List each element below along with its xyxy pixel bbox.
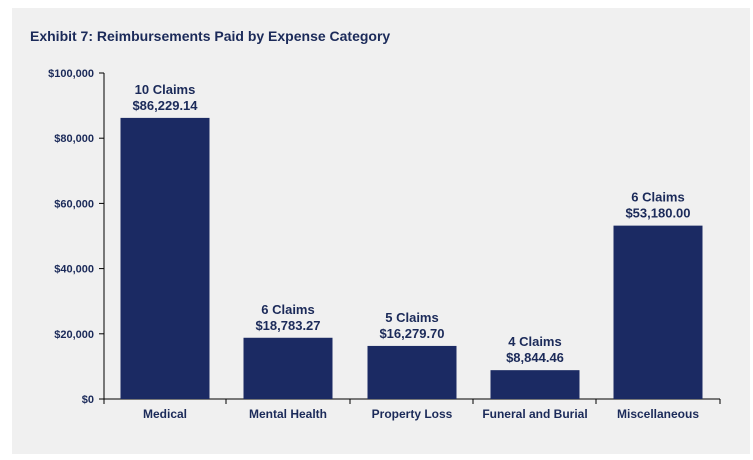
- y-tick-label: $100,000: [48, 68, 94, 80]
- value-label: $53,180.00: [625, 206, 690, 221]
- category-label: Medical: [143, 407, 187, 421]
- value-label: $16,279.70: [379, 326, 444, 341]
- bar-medical: [120, 117, 210, 399]
- value-label: $8,844.46: [506, 350, 564, 365]
- labels: Medical 10 Claims$86,229.14 Mental Health 6…: [132, 82, 699, 421]
- category-label: Property Loss: [372, 407, 453, 421]
- claims-label: 5 Claims: [385, 310, 438, 325]
- value-label: $18,783.27: [255, 318, 320, 333]
- bar-miscellaneous: [613, 225, 703, 399]
- category-label: Funeral and Burial: [482, 407, 587, 421]
- claims-label: 4 Claims: [508, 334, 561, 349]
- bars: [120, 117, 703, 399]
- y-tick-label: $40,000: [54, 264, 94, 276]
- claims-label: 10 Claims: [135, 82, 196, 97]
- y-tick-label: $0: [82, 394, 94, 406]
- bar-funeral-and-burial: [490, 370, 580, 399]
- y-tick-label: $60,000: [54, 198, 94, 210]
- category-label: Miscellaneous: [617, 407, 699, 421]
- y-tick-label: $20,000: [54, 329, 94, 341]
- claims-label: 6 Claims: [261, 302, 314, 317]
- claims-label: 6 Claims: [631, 190, 684, 205]
- chart-title: Exhibit 7: Reimbursements Paid by Expens…: [30, 28, 391, 44]
- value-label: $86,229.14: [132, 98, 198, 113]
- category-label: Mental Health: [249, 407, 327, 421]
- bar-property-loss: [367, 345, 457, 399]
- bar-mental-health: [243, 337, 333, 399]
- y-tick-label: $80,000: [54, 133, 94, 145]
